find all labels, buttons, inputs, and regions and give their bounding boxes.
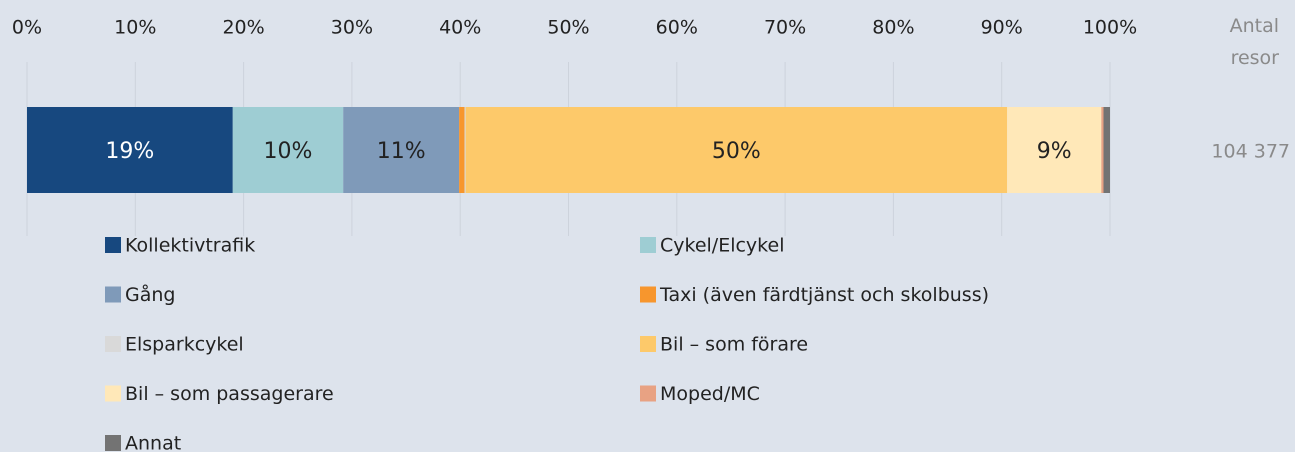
legend-swatch bbox=[640, 336, 656, 352]
x-tick-label: 100% bbox=[1083, 17, 1137, 39]
legend-swatch bbox=[640, 286, 656, 303]
bar-segment bbox=[464, 107, 466, 193]
bar-segment bbox=[27, 107, 233, 193]
x-tick-label: 90% bbox=[981, 17, 1023, 39]
legend-label: Bil – som passagerare bbox=[125, 383, 334, 405]
data-label: 10% bbox=[264, 139, 313, 164]
data-label: 9% bbox=[1037, 139, 1072, 164]
legend-label: Annat bbox=[125, 433, 181, 452]
total-header: Antal resor bbox=[1229, 15, 1279, 69]
data-label: 19% bbox=[105, 139, 154, 164]
data-label: 11% bbox=[377, 139, 426, 164]
x-tick-label: 50% bbox=[547, 17, 589, 39]
legend-label: Gång bbox=[125, 283, 175, 306]
legend-label: Cykel/Elcykel bbox=[660, 235, 784, 257]
legend-swatch bbox=[640, 237, 656, 253]
x-tick-label: 20% bbox=[222, 17, 264, 39]
legend-swatch bbox=[105, 385, 121, 402]
legend-label: Elsparkcykel bbox=[125, 334, 244, 356]
bar-segment bbox=[1103, 107, 1110, 193]
legend-swatch bbox=[105, 286, 121, 303]
legend-swatch bbox=[105, 336, 121, 352]
bar-segment bbox=[343, 107, 460, 193]
legend-label: Kollektivtrafik bbox=[125, 235, 255, 257]
legend-label: Taxi (även färdtjänst och skolbuss) bbox=[659, 284, 989, 306]
bar-segment bbox=[232, 107, 344, 193]
x-tick-label: 30% bbox=[331, 17, 373, 39]
x-tick-label: 80% bbox=[872, 17, 914, 39]
x-tick-label: 40% bbox=[439, 17, 481, 39]
bar-segment bbox=[459, 107, 465, 193]
x-tick-label: 70% bbox=[764, 17, 806, 39]
bar-segment bbox=[1007, 107, 1102, 193]
legend-swatch bbox=[105, 435, 121, 451]
bar-segment bbox=[1101, 107, 1104, 193]
x-tick-label: 10% bbox=[114, 17, 156, 39]
x-tick-label: 0% bbox=[12, 17, 42, 39]
legend-swatch bbox=[105, 237, 121, 253]
legend-swatch bbox=[640, 385, 656, 402]
data-label: 50% bbox=[712, 139, 761, 164]
x-tick-label: 60% bbox=[656, 17, 698, 39]
legend-label: Bil – som förare bbox=[660, 334, 808, 356]
legend-label: Moped/MC bbox=[660, 383, 760, 405]
bar-segment bbox=[465, 107, 1008, 193]
total-label: 104 377 bbox=[1211, 141, 1290, 163]
